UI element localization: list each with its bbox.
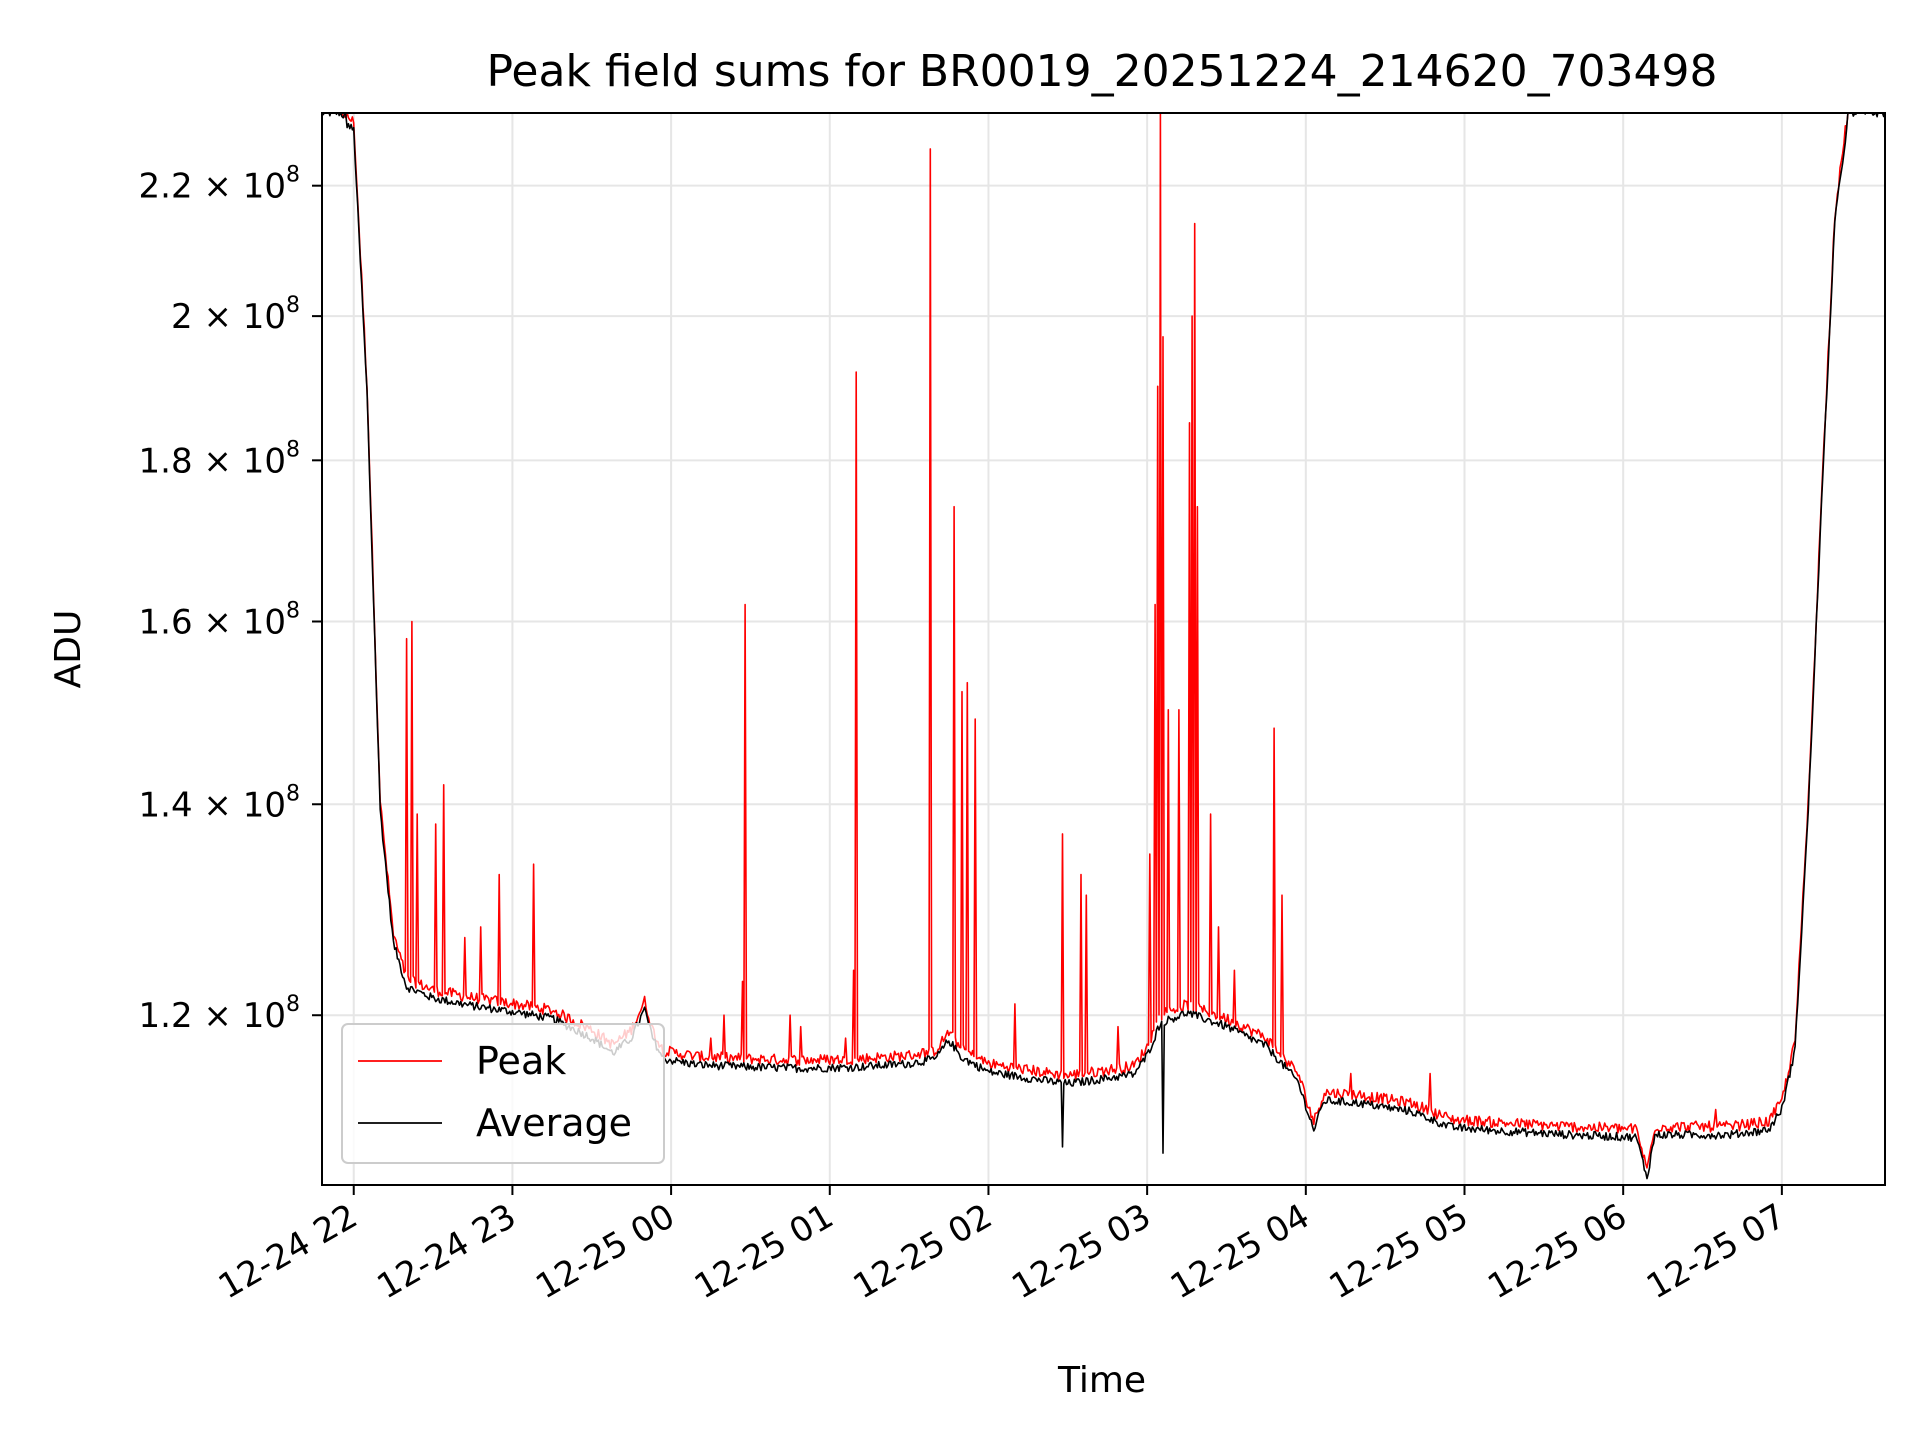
chart-title: Peak field sums for BR0019_20251224_2146…: [486, 46, 1717, 97]
y-tick-mantissa: 1.2 × 10: [139, 996, 286, 1036]
y-tick-mantissa: 2.2 × 10: [139, 167, 286, 207]
y-tick-exponent: 8: [286, 992, 300, 1017]
y-tick-exponent: 8: [286, 163, 300, 188]
y-tick-exponent: 8: [286, 599, 300, 624]
series-peak-line: [322, 113, 1885, 1169]
y-tick-exponent: 8: [286, 437, 300, 462]
grid-lines: [322, 113, 1885, 1185]
legend: Peak Average: [341, 1023, 665, 1164]
plot-frame: [321, 112, 1886, 1186]
y-tick-label: 1.2 × 108: [139, 992, 300, 1036]
y-tick-label: 1.6 × 108: [139, 599, 300, 643]
legend-average-label: Average: [476, 1101, 632, 1145]
y-tick-mantissa: 1.6 × 10: [139, 603, 286, 643]
y-tick-mantissa: 1.4 × 10: [139, 785, 286, 825]
y-tick-label: 1.4 × 108: [139, 781, 300, 825]
y-tick-exponent: 8: [286, 781, 300, 806]
legend-box: [341, 1023, 665, 1164]
y-tick-mantissa: 1.8 × 10: [139, 441, 286, 481]
legend-peak-label: Peak: [476, 1039, 566, 1083]
y-tick-label: 1.8 × 108: [139, 437, 300, 481]
y-tick-label: 2.2 × 108: [139, 163, 300, 207]
y-tick-label: 2 × 108: [171, 293, 300, 337]
y-tick-exponent: 8: [286, 293, 300, 318]
y-tick-mantissa: 2 × 10: [171, 297, 286, 337]
x-axis-label: Time: [1057, 1360, 1146, 1401]
y-axis-label: ADU: [48, 610, 89, 689]
